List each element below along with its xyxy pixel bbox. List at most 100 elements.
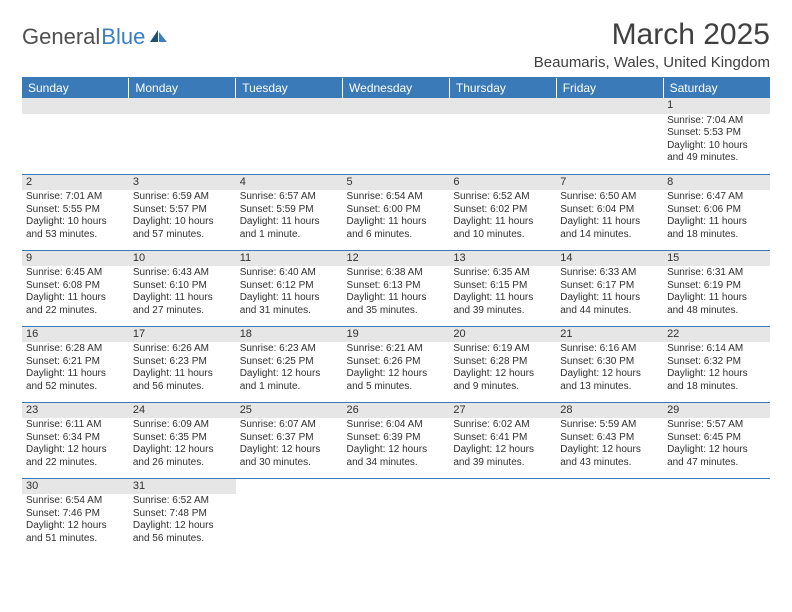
sunrise-line: Sunrise: 6:19 AM xyxy=(453,343,552,356)
daylight-line-2: and 51 minutes. xyxy=(26,533,125,546)
logo-text-general: General xyxy=(22,24,100,50)
calendar-day-cell: 30Sunrise: 6:54 AMSunset: 7:46 PMDayligh… xyxy=(22,478,129,554)
sunset-line: Sunset: 6:04 PM xyxy=(560,204,659,217)
daylight-line-2: and 10 minutes. xyxy=(453,229,552,242)
calendar-day-cell: 11Sunrise: 6:40 AMSunset: 6:12 PMDayligh… xyxy=(236,250,343,326)
day-number-bar-empty xyxy=(556,98,663,114)
sunrise-line: Sunrise: 6:52 AM xyxy=(133,495,232,508)
sunset-line: Sunset: 6:13 PM xyxy=(347,280,446,293)
day-number: 17 xyxy=(129,327,236,343)
day-number: 1 xyxy=(663,98,770,114)
day-number: 24 xyxy=(129,403,236,419)
daylight-line-1: Daylight: 11 hours xyxy=(667,292,766,305)
daylight-line-2: and 14 minutes. xyxy=(560,229,659,242)
calendar-week-row: 30Sunrise: 6:54 AMSunset: 7:46 PMDayligh… xyxy=(22,478,770,554)
daylight-line-2: and 35 minutes. xyxy=(347,305,446,318)
sunset-line: Sunset: 6:30 PM xyxy=(560,356,659,369)
daylight-line-1: Daylight: 11 hours xyxy=(133,368,232,381)
daylight-line-1: Daylight: 11 hours xyxy=(347,292,446,305)
logo-text-blue: Blue xyxy=(101,24,145,50)
logo: General Blue xyxy=(22,24,168,50)
weekday-header: Thursday xyxy=(449,78,556,98)
weekday-header: Sunday xyxy=(22,78,129,98)
sunset-line: Sunset: 6:10 PM xyxy=(133,280,232,293)
sunrise-line: Sunrise: 6:38 AM xyxy=(347,267,446,280)
daylight-line-2: and 39 minutes. xyxy=(453,457,552,470)
calendar-day-cell: 31Sunrise: 6:52 AMSunset: 7:48 PMDayligh… xyxy=(129,478,236,554)
sunset-line: Sunset: 6:43 PM xyxy=(560,432,659,445)
day-number: 20 xyxy=(449,327,556,343)
daylight-line-2: and 26 minutes. xyxy=(133,457,232,470)
sunset-line: Sunset: 6:39 PM xyxy=(347,432,446,445)
day-number-bar-empty xyxy=(236,98,343,114)
calendar-day-cell: 8Sunrise: 6:47 AMSunset: 6:06 PMDaylight… xyxy=(663,174,770,250)
sunrise-line: Sunrise: 6:54 AM xyxy=(347,191,446,204)
calendar-week-row: 16Sunrise: 6:28 AMSunset: 6:21 PMDayligh… xyxy=(22,326,770,402)
sunset-line: Sunset: 6:26 PM xyxy=(347,356,446,369)
sunset-line: Sunset: 6:25 PM xyxy=(240,356,339,369)
calendar-empty-cell xyxy=(236,98,343,174)
calendar-empty-cell xyxy=(129,98,236,174)
daylight-line-1: Daylight: 12 hours xyxy=(667,368,766,381)
calendar-empty-cell xyxy=(556,478,663,554)
sunrise-line: Sunrise: 6:47 AM xyxy=(667,191,766,204)
daylight-line-2: and 30 minutes. xyxy=(240,457,339,470)
day-number: 28 xyxy=(556,403,663,419)
day-number: 12 xyxy=(343,251,450,267)
daylight-line-2: and 18 minutes. xyxy=(667,381,766,394)
daylight-line-2: and 18 minutes. xyxy=(667,229,766,242)
day-number: 16 xyxy=(22,327,129,343)
daylight-line-1: Daylight: 12 hours xyxy=(133,520,232,533)
sunset-line: Sunset: 6:15 PM xyxy=(453,280,552,293)
sunset-line: Sunset: 6:37 PM xyxy=(240,432,339,445)
location: Beaumaris, Wales, United Kingdom xyxy=(534,54,770,71)
day-number: 3 xyxy=(129,175,236,191)
daylight-line-2: and 56 minutes. xyxy=(133,381,232,394)
calendar-day-cell: 27Sunrise: 6:02 AMSunset: 6:41 PMDayligh… xyxy=(449,402,556,478)
daylight-line-2: and 57 minutes. xyxy=(133,229,232,242)
calendar-empty-cell xyxy=(343,98,450,174)
daylight-line-2: and 56 minutes. xyxy=(133,533,232,546)
day-number: 31 xyxy=(129,479,236,495)
day-number-bar-empty xyxy=(22,98,129,114)
daylight-line-2: and 22 minutes. xyxy=(26,457,125,470)
calendar-day-cell: 14Sunrise: 6:33 AMSunset: 6:17 PMDayligh… xyxy=(556,250,663,326)
calendar-day-cell: 5Sunrise: 6:54 AMSunset: 6:00 PMDaylight… xyxy=(343,174,450,250)
daylight-line-1: Daylight: 12 hours xyxy=(667,444,766,457)
sunset-line: Sunset: 6:17 PM xyxy=(560,280,659,293)
daylight-line-2: and 22 minutes. xyxy=(26,305,125,318)
sunset-line: Sunset: 6:45 PM xyxy=(667,432,766,445)
sunrise-line: Sunrise: 6:23 AM xyxy=(240,343,339,356)
sunset-line: Sunset: 6:41 PM xyxy=(453,432,552,445)
calendar-empty-cell xyxy=(556,98,663,174)
weekday-header-row: SundayMondayTuesdayWednesdayThursdayFrid… xyxy=(22,78,770,98)
sunrise-line: Sunrise: 6:54 AM xyxy=(26,495,125,508)
calendar-day-cell: 21Sunrise: 6:16 AMSunset: 6:30 PMDayligh… xyxy=(556,326,663,402)
sunset-line: Sunset: 5:57 PM xyxy=(133,204,232,217)
daylight-line-1: Daylight: 11 hours xyxy=(347,216,446,229)
weekday-header: Saturday xyxy=(663,78,770,98)
daylight-line-1: Daylight: 11 hours xyxy=(453,292,552,305)
day-number: 21 xyxy=(556,327,663,343)
daylight-line-1: Daylight: 11 hours xyxy=(667,216,766,229)
daylight-line-1: Daylight: 10 hours xyxy=(133,216,232,229)
sunrise-line: Sunrise: 6:26 AM xyxy=(133,343,232,356)
calendar-day-cell: 19Sunrise: 6:21 AMSunset: 6:26 PMDayligh… xyxy=(343,326,450,402)
calendar-day-cell: 29Sunrise: 5:57 AMSunset: 6:45 PMDayligh… xyxy=(663,402,770,478)
day-number: 13 xyxy=(449,251,556,267)
daylight-line-2: and 31 minutes. xyxy=(240,305,339,318)
calendar-empty-cell xyxy=(449,478,556,554)
calendar-table: SundayMondayTuesdayWednesdayThursdayFrid… xyxy=(22,78,770,554)
day-number: 2 xyxy=(22,175,129,191)
sunset-line: Sunset: 6:34 PM xyxy=(26,432,125,445)
weekday-header: Friday xyxy=(556,78,663,98)
calendar-day-cell: 16Sunrise: 6:28 AMSunset: 6:21 PMDayligh… xyxy=(22,326,129,402)
daylight-line-1: Daylight: 12 hours xyxy=(453,368,552,381)
calendar-week-row: 2Sunrise: 7:01 AMSunset: 5:55 PMDaylight… xyxy=(22,174,770,250)
weekday-header: Tuesday xyxy=(236,78,343,98)
sunset-line: Sunset: 6:35 PM xyxy=(133,432,232,445)
calendar-week-row: 9Sunrise: 6:45 AMSunset: 6:08 PMDaylight… xyxy=(22,250,770,326)
sail-icon xyxy=(148,28,168,44)
daylight-line-2: and 9 minutes. xyxy=(453,381,552,394)
calendar-day-cell: 7Sunrise: 6:50 AMSunset: 6:04 PMDaylight… xyxy=(556,174,663,250)
